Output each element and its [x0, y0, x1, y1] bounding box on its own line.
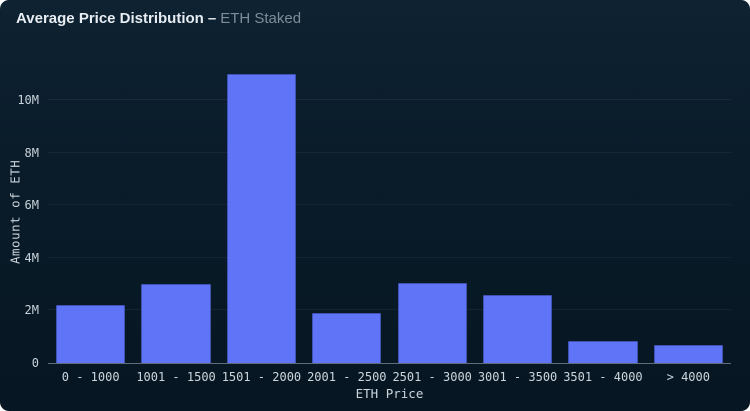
bars-container	[48, 60, 731, 363]
gridline-6M	[48, 204, 731, 206]
chart-header: Average Price Distribution – ETH Staked	[16, 10, 301, 28]
bar-slot	[304, 60, 389, 363]
bar-2001-2500[interactable]	[312, 313, 382, 363]
title-separator: –	[207, 10, 217, 27]
bar-slot	[133, 60, 218, 363]
x-tick-label-2001-2500: 2001 - 2500	[307, 370, 387, 384]
y-tick-label-6M: 6M	[24, 198, 39, 213]
x-tick-label->4000: > 4000	[666, 370, 710, 384]
y-tick-label-4M: 4M	[24, 250, 39, 265]
bar-2501-3000[interactable]	[397, 282, 467, 363]
gridline-8M	[48, 151, 731, 153]
chart-subtitle: ETH Staked	[220, 10, 302, 27]
bar-0-1000[interactable]	[56, 305, 126, 363]
bar-slot	[219, 60, 304, 363]
x-axis-title: ETH Price	[355, 386, 424, 401]
x-tick-label-1501-2000: 1501 - 2000	[221, 370, 302, 384]
plot-area: 0 2M 4M 6M 8M 10M	[17, 60, 731, 369]
bar-slot	[48, 60, 133, 363]
bar-slot	[475, 60, 560, 363]
bar-3001-3500[interactable]	[482, 294, 553, 363]
bar-slot	[646, 60, 731, 363]
bar-1501-2000[interactable]	[226, 73, 296, 363]
x-axis-labels: 0 - 1000 1001 - 1500 1501 - 2000 2001 - 250…	[48, 370, 731, 384]
y-tick-label-8M: 8M	[24, 145, 39, 160]
x-tick-label-0-1000: 0 - 1000	[61, 370, 120, 384]
gridline-4M	[48, 256, 731, 258]
bar-slot	[560, 60, 645, 363]
chart-title: Average Price Distribution	[16, 10, 204, 27]
y-tick-label-2M: 2M	[24, 303, 39, 318]
y-tick-label-0: 0	[31, 356, 39, 370]
x-tick-label-1001-1500: 1001 - 1500	[136, 370, 216, 384]
x-tick-label-3001-3500: 3001 - 3500	[477, 370, 558, 384]
y-tick-label-10M: 10M	[17, 92, 39, 107]
bar-slot	[390, 60, 475, 363]
x-tick-label-2501-3000: 2501 - 3000	[392, 370, 472, 384]
gridline-10M	[48, 98, 731, 100]
bar-3501-4000[interactable]	[568, 340, 638, 363]
x-tick-label-3501-4000: 3501 - 4000	[563, 370, 643, 384]
bar->4000[interactable]	[653, 344, 723, 363]
gridline-2M	[48, 309, 731, 311]
bar-1001-1500[interactable]	[141, 284, 211, 363]
